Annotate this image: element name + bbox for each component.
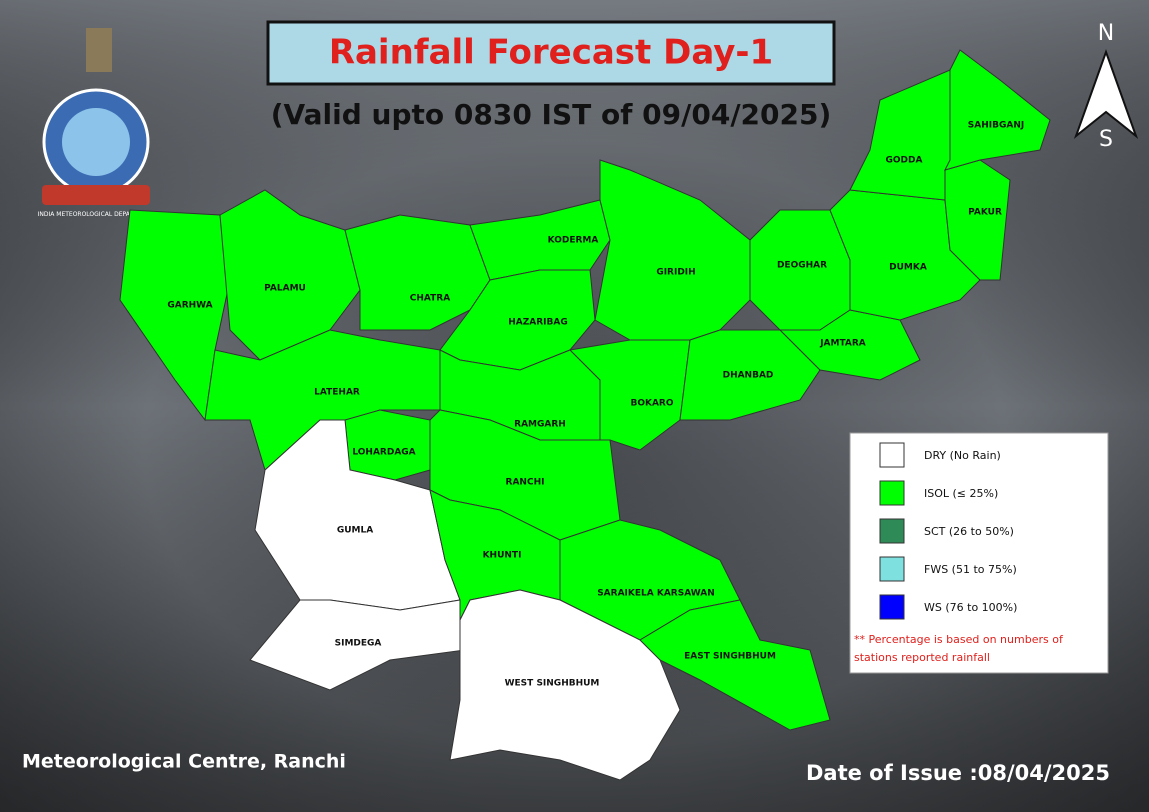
legend-swatch bbox=[879, 594, 905, 620]
district-label: PALAMU bbox=[264, 284, 306, 294]
district-label: PAKUR bbox=[968, 208, 1002, 218]
district-area bbox=[944, 49, 1051, 171]
district-label: SARAIKELA KARSAWAN bbox=[597, 589, 715, 599]
district-label: LATEHAR bbox=[314, 388, 360, 398]
title: Rainfall Forecast Day-1 bbox=[329, 33, 773, 73]
logo: INDIA METEOROLOGICAL DEPARTMENT bbox=[38, 28, 155, 218]
district-label: LOHARDAGA bbox=[352, 448, 415, 458]
district-area bbox=[344, 409, 431, 481]
compass-south: S bbox=[1099, 127, 1113, 152]
legend-label: DRY (No Rain) bbox=[924, 449, 1001, 462]
legend-note: stations reported rainfall bbox=[854, 651, 990, 664]
district-label: DUMKA bbox=[889, 263, 927, 273]
district-area bbox=[944, 159, 1011, 281]
logo-ribbon bbox=[42, 185, 150, 205]
district-label: GARHWA bbox=[167, 301, 212, 311]
legend-swatch bbox=[879, 556, 905, 582]
district-label: HAZARIBAG bbox=[508, 318, 567, 328]
compass: N S bbox=[1073, 21, 1139, 152]
district-label: KHUNTI bbox=[483, 551, 522, 561]
legend: DRY (No Rain) ISOL (≤ 25%) SCT (26 to 50%)… bbox=[849, 432, 1109, 674]
district-label: GUMLA bbox=[337, 526, 373, 536]
district-label: DEOGHAR bbox=[777, 261, 827, 271]
district-area bbox=[449, 589, 681, 781]
district-label: EAST SINGHBHUM bbox=[684, 652, 776, 662]
district-label: RAMGARH bbox=[514, 420, 566, 430]
districts bbox=[119, 49, 1051, 781]
district-area bbox=[679, 329, 821, 421]
district-area bbox=[568, 339, 691, 451]
district-label: WEST SINGHBHUM bbox=[505, 679, 600, 689]
district-label: SIMDEGA bbox=[335, 639, 382, 649]
logo-text: INDIA METEOROLOGICAL DEPARTMENT bbox=[38, 211, 155, 218]
district-area bbox=[639, 599, 831, 731]
legend-label: SCT (26 to 50%) bbox=[924, 525, 1014, 538]
subtitle: (Valid upto 0830 IST of 09/04/2025) bbox=[271, 98, 832, 131]
legend-box bbox=[849, 432, 1109, 674]
title-box bbox=[266, 20, 836, 86]
legend-note: ** Percentage is based on numbers of bbox=[854, 633, 1064, 646]
district-label: JAMTARA bbox=[819, 339, 866, 349]
compass-north: N bbox=[1098, 21, 1114, 46]
legend-swatch bbox=[879, 480, 905, 506]
district-label: CHATRA bbox=[410, 294, 450, 304]
district-label: KODERMA bbox=[548, 236, 599, 246]
district-label: SAHIBGANJ bbox=[968, 121, 1024, 131]
district-area bbox=[119, 209, 231, 422]
legend-label: ISOL (≤ 25%) bbox=[924, 487, 998, 500]
footer-right: Date of Issue :08/04/2025 bbox=[806, 761, 1110, 785]
district-label: GODDA bbox=[886, 156, 923, 166]
district-labels: GARHWA PALAMU CHATRA LATEHAR LOHARDAGA G… bbox=[167, 121, 1024, 689]
legend-label: FWS (51 to 75%) bbox=[924, 563, 1017, 576]
legend-label: WS (76 to 100%) bbox=[924, 601, 1017, 614]
compass-arrow bbox=[1073, 49, 1139, 139]
district-label: GIRIDIH bbox=[656, 268, 695, 278]
logo-globe bbox=[62, 108, 130, 176]
district-label: RANCHI bbox=[506, 478, 545, 488]
legend-swatch bbox=[879, 442, 905, 468]
emblem bbox=[86, 28, 112, 72]
legend-swatch bbox=[879, 518, 905, 544]
district-label: DHANBAD bbox=[723, 371, 774, 381]
district-label: BOKARO bbox=[630, 399, 673, 409]
footer-left: Meteorological Centre, Ranchi bbox=[22, 751, 346, 773]
